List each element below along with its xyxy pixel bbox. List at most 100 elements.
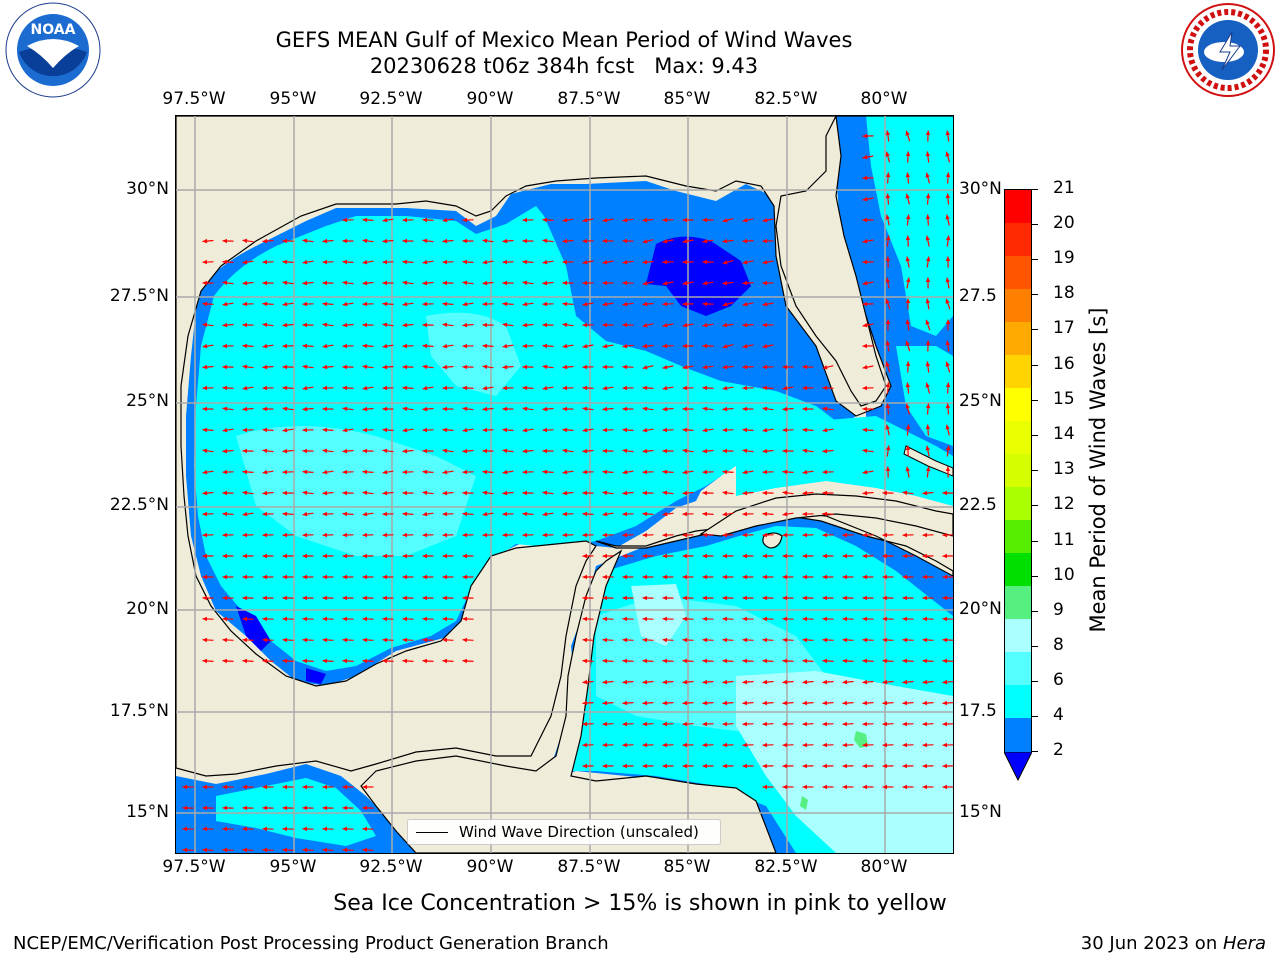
wind-wave-arrowhead [862,343,867,349]
wind-wave-arrowhead [782,679,788,685]
nws-logo [1180,2,1276,98]
wind-wave-arrowhead [362,574,367,580]
wind-wave-arrowhead [242,574,247,580]
wind-wave-arrowhead [562,301,568,307]
wind-wave-arrowhead [885,445,891,451]
wind-wave-arrowhead [582,658,588,664]
wind-wave-arrowhead [802,490,808,496]
wind-wave-arrowhead [202,784,207,790]
wind-wave-arrowhead [262,658,268,664]
wind-wave-arrowhead [322,595,327,601]
wind-wave-arrowhead [922,763,927,769]
wind-wave-arrowhead [642,469,647,475]
wind-wave-arrowhead [922,721,928,727]
wind-wave-arrowhead [662,281,668,286]
wind-wave-arrowhead [282,469,287,475]
wind-wave-arrowhead [882,637,888,643]
wind-wave-arrowhead [862,658,868,664]
wind-wave-arrowhead [742,637,748,643]
wind-wave-arrowhead [662,742,667,748]
wind-wave-arrowhead [925,403,931,409]
wind-wave-arrowhead [922,679,928,685]
y-tick-right: 25°N [959,391,1002,411]
y-tick-left: 17.5°N [109,701,169,721]
wind-wave-arrowhead [322,238,328,244]
wind-wave-arrowhead [262,847,268,853]
wind-wave-arrowhead [642,616,647,622]
wind-wave-arrowhead [462,301,468,307]
wind-wave-arrowhead [542,385,548,391]
wind-wave-arrowhead [522,364,527,370]
wind-wave-arrowhead [302,553,307,559]
wind-wave-arrowhead [882,553,887,559]
wind-wave-arrowhead [602,763,607,769]
wind-wave-arrowhead [262,385,267,391]
wind-wave-arrowhead [945,130,951,136]
wind-wave-arrowhead [442,343,448,349]
wind-wave-arrowhead [902,700,908,706]
wind-wave-arrowhead [622,427,628,433]
cb-tick-label: 21 [1053,178,1075,198]
wind-wave-arrowhead [602,742,607,748]
wind-wave-arrowhead [662,469,668,475]
wind-wave-arrowhead [822,616,827,622]
wind-wave-arrowhead [945,193,951,199]
wind-wave-arrowhead [662,658,668,664]
cb-tick-label: 2 [1053,740,1064,760]
wind-wave-arrowhead [282,532,287,538]
wind-wave-arrowhead [382,658,388,664]
cb-tick-label: 16 [1053,354,1075,374]
wind-wave-arrowhead [722,679,728,685]
wind-wave-arrowhead [682,469,688,475]
florida-land [775,116,887,407]
wind-wave-arrowhead [945,403,951,409]
wind-wave-arrowhead [422,595,427,601]
wind-wave-arrowhead [762,322,767,328]
wind-wave-arrowhead [905,319,911,325]
wind-wave-arrowhead [882,742,887,748]
wind-wave-arrowhead [382,490,388,496]
wind-wave-arrowhead [842,595,847,601]
wind-wave-arrowhead [862,259,867,265]
wind-wave-arrowhead [582,616,587,622]
wind-wave-arrowhead [822,406,828,412]
wind-wave-arrowhead [202,364,208,370]
wind-wave-arrowhead [262,532,267,538]
wind-wave-arrowhead [622,259,628,265]
sea-ice-note-text: Sea Ice Concentration > 15% is shown in … [333,891,947,916]
wind-wave-arrowhead [482,511,488,517]
wind-wave-arrowhead [342,511,348,517]
wind-wave-arrowhead [282,364,287,370]
wind-wave-arrowhead [885,277,890,283]
wind-wave-arrowhead [222,595,227,601]
wind-wave-arrowhead [222,427,228,433]
wind-wave-arrowhead [422,469,428,475]
run-date: 30 Jun 2023 on Hera [1081,933,1266,954]
plot-title: GEFS MEAN Gulf of Mexico Mean Period of … [275,28,853,52]
wind-wave-arrowhead [502,343,508,349]
wind-wave-arrowhead [382,595,387,601]
wind-wave-arrowhead [302,616,307,622]
wind-wave-arrowhead [322,826,327,832]
wind-wave-arrowhead [342,532,347,538]
cb-tick-label: 12 [1053,494,1075,514]
wind-wave-arrowhead [422,637,428,643]
wind-wave-arrowhead [242,469,248,475]
y-tick-right: 27.5 [959,286,997,306]
wind-wave-arrowhead [762,574,767,580]
wind-wave-arrowhead [762,302,768,307]
wind-wave-arrowhead [482,385,488,391]
wind-wave-arrowhead [662,259,668,265]
wind-wave-arrowhead [262,574,267,580]
wind-wave-arrowhead [902,553,907,559]
wind-wave-arrowhead [842,784,847,790]
wind-wave-arrowhead [262,280,267,286]
wind-wave-arrowhead [362,658,368,664]
colorbar-segment [1005,553,1031,587]
wind-wave-arrowhead [925,151,931,157]
wind-wave-arrowhead [362,406,368,412]
wind-wave-arrowhead [682,448,688,454]
wind-wave-arrowhead [942,616,947,622]
wind-wave-arrowhead [802,553,807,559]
wind-wave-arrowhead [905,445,911,451]
